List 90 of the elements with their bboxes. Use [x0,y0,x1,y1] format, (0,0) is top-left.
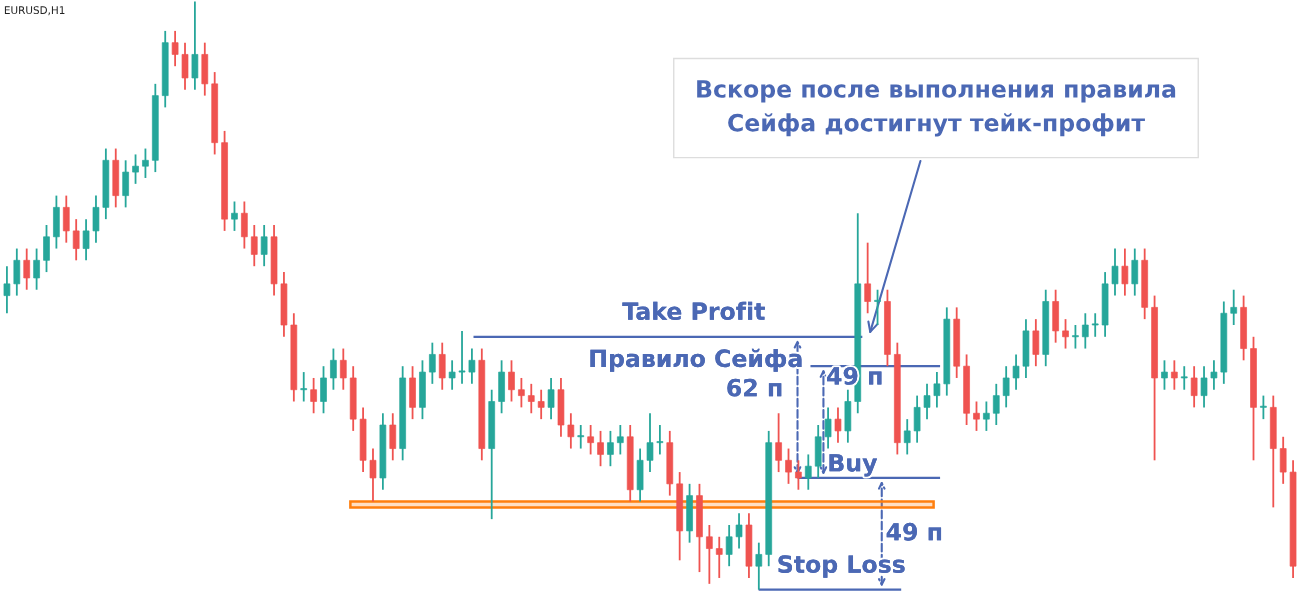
candlestick [1091,312,1099,338]
candlestick [33,247,40,291]
candlestick [438,341,446,391]
candlestick [122,159,129,209]
candlestick [1002,365,1010,409]
candlestick [597,430,604,468]
annotation: 49 п [886,522,942,541]
ref-line-label: Stop Loss [778,555,905,578]
candlestick [824,406,832,450]
candlestick [874,288,881,326]
candlestick [310,377,317,415]
candlestick [834,406,842,444]
candlestick [1062,318,1069,350]
candlestick [1279,435,1287,485]
candlestick [785,447,792,485]
candlestick [43,224,50,273]
candlestick [913,394,921,444]
candlestick [1121,247,1129,297]
candlestick [231,200,238,232]
candlestick [992,382,1000,426]
candlestick [1161,359,1168,391]
candlestick [171,30,179,68]
chart-title: EURUSD,H1 [4,6,65,16]
candlestick [547,377,555,421]
candlestick [1032,318,1040,368]
candlestick [646,412,654,473]
candlestick [923,382,931,421]
candlestick [933,371,941,409]
candlestick [82,218,90,262]
candlestick [132,153,139,185]
candlestick [804,453,812,491]
candlestick [468,347,476,385]
candlestick [775,412,782,473]
candlestick [300,371,308,403]
candlestick [339,347,347,391]
candlestick [508,359,515,403]
ref-line-label: Take Profit [622,301,765,321]
candlestick [537,388,545,421]
candlestick [1190,365,1198,409]
candlestick [181,41,189,91]
candlestick [903,418,911,456]
annotation: 62 п [727,378,782,397]
candlestick [1260,394,1267,421]
candlestick [458,330,466,385]
candlestick [260,224,268,268]
candlestick [864,241,871,315]
candlestick [1131,247,1139,297]
candlestick [72,218,80,262]
candlestick [389,412,397,462]
candlestick [1180,365,1188,391]
candlestick [735,512,743,550]
candlestick [62,194,70,244]
candlestick [1072,324,1079,350]
candlestick [1012,353,1020,391]
candlestick [1230,288,1238,326]
candlestick [587,424,594,456]
candlestick [13,247,21,297]
candlestick [320,365,327,415]
candlestick [527,382,535,415]
candlestick [1171,359,1178,391]
annotation: Вскоре после выполнения правила Сейфа достигнут тейк-профит [697,80,1176,137]
candlestick [518,377,525,409]
ref-line-label: Buy [829,454,878,477]
candlestick [1210,359,1218,391]
candlestick [577,424,585,450]
candlestick [617,424,624,456]
candlestick [448,359,456,391]
candlestick [983,400,990,432]
candlestick [191,0,199,91]
candlestick [1081,312,1089,350]
candlestick [567,412,575,450]
candlestick [429,341,436,385]
ref-line-label: Правило Сейфа [590,348,802,372]
candlestick [92,194,100,244]
candlestick [23,247,31,291]
candlestick [1111,247,1119,297]
candlestick [755,541,763,591]
candlestick [725,524,733,568]
candlestick [330,347,337,391]
candlestick [241,200,248,250]
candlestick [3,265,11,315]
candlestick [973,400,980,432]
candlestick [706,524,713,585]
candlestick [607,430,614,468]
candlestick [715,535,723,579]
candlestick [250,224,258,268]
candlestick [369,447,377,503]
candlestick [656,424,664,456]
candlestick [142,147,149,179]
candlestick [1200,365,1208,409]
